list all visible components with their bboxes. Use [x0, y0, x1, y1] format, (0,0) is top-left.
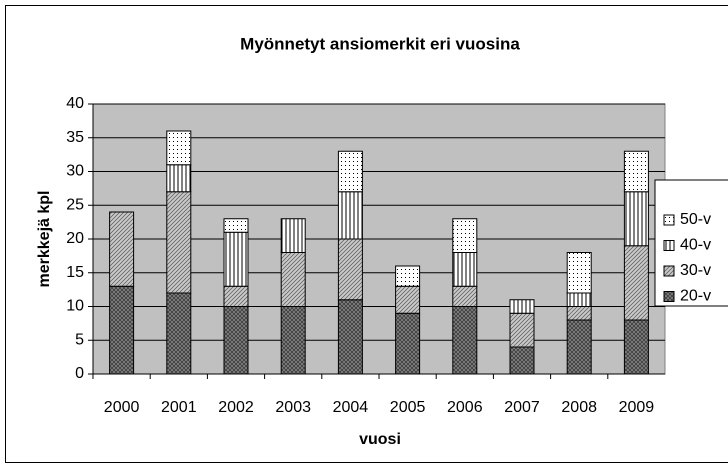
bar-segment: [166, 130, 192, 166]
x-tick-label: 2007: [504, 399, 540, 416]
x-tick-label: 2004: [333, 399, 369, 416]
y-tick-label: 20: [66, 230, 84, 247]
bar-segment: [280, 218, 306, 253]
y-tick-label: 40: [66, 95, 84, 112]
bar-segment: [337, 299, 363, 375]
bar-segment: [623, 245, 649, 321]
bar-segment: [166, 191, 192, 294]
y-tick-label: 0: [75, 365, 84, 382]
bar-segment: [109, 211, 135, 287]
bar-segment: [166, 292, 192, 375]
bar-segment: [395, 265, 421, 287]
legend-label: 40-v: [680, 237, 711, 254]
bar-segment: [337, 191, 363, 240]
bar-segment: [623, 191, 649, 247]
bar-segment: [509, 299, 535, 314]
y-tick-label: 10: [66, 298, 84, 315]
bar-segment: [566, 252, 592, 294]
legend-label: 50-v: [680, 211, 711, 228]
bar-segment: [223, 306, 249, 375]
x-tick-label: 2003: [275, 399, 311, 416]
bar-segment: [223, 231, 249, 287]
bar-segment: [223, 285, 249, 307]
bar-segment: [395, 285, 421, 314]
x-tick-label: 2001: [161, 399, 197, 416]
bar-segment: [623, 319, 649, 375]
bar-segment: [280, 306, 306, 375]
legend-swatch: [663, 240, 675, 251]
y-tick-label: 5: [75, 331, 84, 348]
y-tick-label: 35: [66, 129, 84, 146]
bar-segment: [566, 292, 592, 307]
x-tick-label: 2005: [390, 399, 426, 416]
bar-segment: [452, 252, 478, 287]
y-tick-label: 15: [66, 264, 84, 281]
chart-title: Myönnetyt ansiomerkit eri vuosina: [240, 34, 520, 53]
y-tick-label: 25: [66, 196, 84, 213]
legend-label: 30-v: [680, 262, 711, 279]
bar-segment: [452, 306, 478, 375]
bar-segment: [109, 285, 135, 375]
bar-segment: [166, 164, 192, 193]
legend-swatch: [663, 214, 675, 226]
x-tick-label: 2008: [561, 399, 597, 416]
x-axis-label: vuosi: [359, 431, 401, 448]
legend-label: 20-v: [680, 288, 711, 305]
bar-segment: [337, 150, 363, 193]
bar-segment: [452, 218, 478, 253]
y-axis-label: merkkejä kpl: [36, 191, 53, 288]
bar-segment: [623, 150, 649, 193]
bar-segment: [395, 312, 421, 375]
bar-segment: [223, 218, 249, 233]
x-tick-label: 2009: [619, 399, 655, 416]
legend-swatch: [663, 265, 675, 277]
bar-segment: [452, 285, 478, 307]
x-tick-label: 2006: [447, 399, 483, 416]
bar-segment: [566, 319, 592, 375]
bar-segment: [509, 346, 535, 375]
legend-swatch: [663, 291, 675, 302]
y-tick-label: 30: [66, 163, 84, 180]
x-tick-label: 2002: [218, 399, 254, 416]
bar-segment: [566, 306, 592, 321]
bar-segment: [509, 312, 535, 348]
x-tick-label: 2000: [104, 399, 140, 416]
bar-segment: [280, 252, 306, 307]
bar-segment: [337, 238, 363, 301]
